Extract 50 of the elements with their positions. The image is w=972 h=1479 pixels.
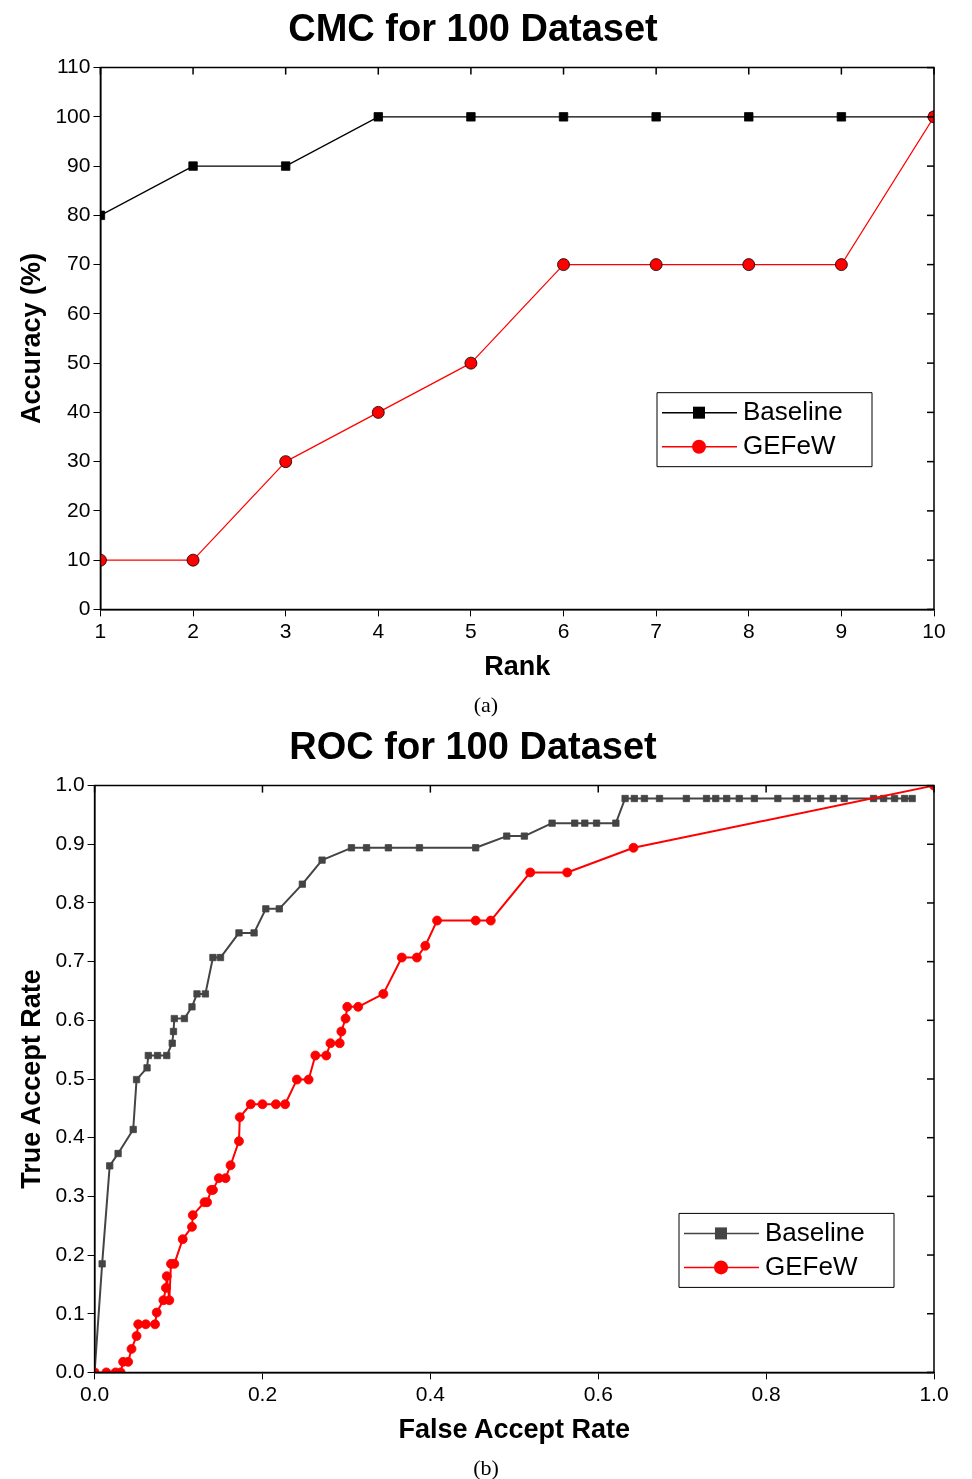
- x-axis-title: Rank: [484, 651, 552, 682]
- chart-title: CMC for 100 Dataset: [288, 7, 659, 50]
- x-tick-label: 0.2: [247, 1381, 278, 1405]
- x-tick-label: 7: [650, 618, 662, 642]
- y-tick-label: 0.8: [55, 889, 85, 913]
- legend-label: GEFeW: [765, 1250, 858, 1281]
- x-tick-label: 10: [922, 618, 946, 642]
- x-tick-label: 2: [187, 618, 199, 642]
- y-tick-label: 50: [67, 349, 91, 373]
- text: (b): [472, 1455, 500, 1479]
- y-tick-label: 0: [78, 596, 91, 620]
- text: (a): [472, 692, 500, 718]
- y-tick-label: 30: [67, 448, 91, 472]
- y-tick-label: 0.1: [55, 1300, 85, 1324]
- x-tick-label: 0.4: [415, 1381, 446, 1405]
- x-tick-label: 1.0: [919, 1381, 949, 1405]
- y-tick-label: 40: [67, 399, 91, 423]
- x-tick-label: 3: [279, 618, 292, 642]
- y-tick-label: 60: [67, 300, 91, 324]
- y-axis-title: Accuracy (%): [15, 252, 46, 425]
- y-tick-label: 110: [56, 54, 91, 78]
- y-axis-title: True Accept Rate: [15, 969, 46, 1189]
- x-tick-label: 5: [465, 618, 477, 642]
- y-tick-label: 0.2: [55, 1241, 85, 1265]
- x-tick-label: 8: [742, 618, 755, 642]
- x-tick-label: 1: [94, 618, 107, 642]
- y-tick-label: 70: [67, 251, 91, 275]
- y-tick-label: 20: [67, 497, 91, 521]
- y-tick-label: 10: [67, 546, 91, 570]
- y-tick-label: 90: [67, 152, 91, 176]
- y-tick-label: 1.0: [55, 772, 85, 796]
- x-tick-label: 4: [372, 618, 385, 642]
- y-tick-label: 80: [67, 202, 91, 226]
- x-tick-label: 9: [835, 618, 848, 642]
- y-tick-label: 0.4: [55, 1124, 85, 1148]
- x-axis-title: False Accept Rate: [398, 1414, 631, 1445]
- y-tick-label: 0.3: [55, 1183, 85, 1207]
- chart-title: ROC for 100 Dataset: [289, 725, 658, 768]
- x-tick-label: 6: [557, 618, 570, 642]
- y-tick-label: 0.5: [55, 1065, 85, 1089]
- x-tick-label: 0.8: [751, 1381, 781, 1405]
- legend-label: Baseline: [743, 395, 843, 426]
- legend-label: Baseline: [765, 1216, 865, 1247]
- y-tick-label: 0.6: [55, 1007, 85, 1031]
- y-tick-label: 0.7: [55, 948, 85, 972]
- x-tick-label: 0.6: [583, 1381, 613, 1405]
- y-tick-label: 0.0: [55, 1359, 85, 1383]
- y-tick-label: 100: [55, 103, 91, 127]
- legend-label: GEFeW: [743, 429, 836, 460]
- y-tick-label: 0.9: [55, 831, 85, 855]
